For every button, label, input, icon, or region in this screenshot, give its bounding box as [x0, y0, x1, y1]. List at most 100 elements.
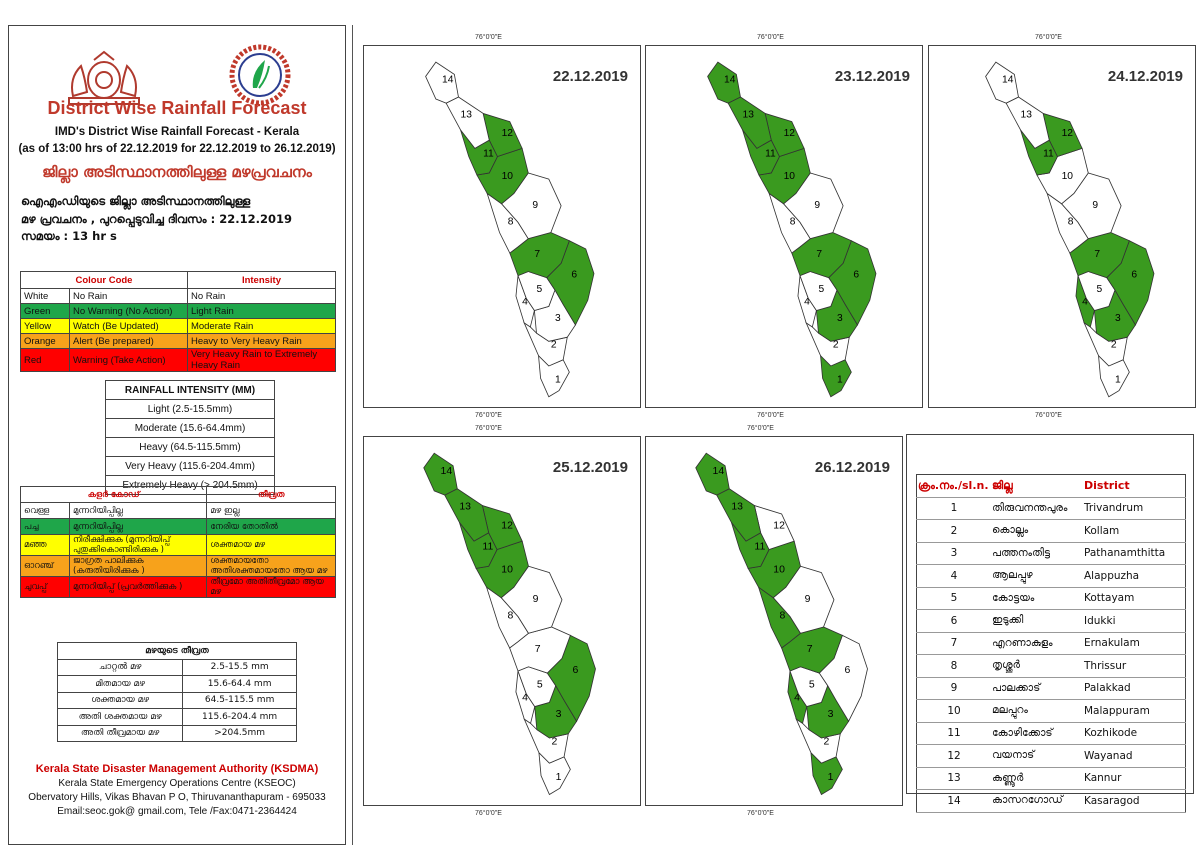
- district-mal-name: പാലക്കാട്: [991, 677, 1083, 700]
- district-row: 3 പത്തനംതിട്ട Pathanamthitta: [916, 542, 1186, 565]
- malayalam-info-line: ഐഎംഡിയുടെ ജില്ലാ അടിസ്ഥാനത്തിലുള്ള: [21, 194, 251, 208]
- district-label: 9: [805, 594, 811, 605]
- map-date: 23.12.2019: [834, 68, 910, 85]
- org-contact: Email:seoc.gok@ gmail.com, Tele /Fax:047…: [57, 806, 297, 817]
- district-label: 14: [442, 75, 454, 86]
- district-label: 6: [1131, 270, 1137, 281]
- intensity-range: Light (2.5-15.5mm): [105, 399, 275, 419]
- district-number: 1: [916, 497, 991, 520]
- malayalam-title: ജില്ലാ അടിസ്ഥാനത്തിലുള്ള മഴപ്രവചനം: [42, 163, 312, 181]
- district-mal-name: കണ്ണൂർ: [991, 767, 1083, 790]
- district-number: 5: [916, 587, 991, 610]
- district-label: 7: [535, 644, 541, 655]
- district-label: 13: [461, 110, 473, 121]
- colour-action: Alert (Be prepared): [69, 333, 188, 349]
- mal-colour-action: മുന്നറിയിപ്പ് (പ്രവർത്തിക്കുക ): [68, 576, 208, 598]
- district-label: 11: [765, 149, 776, 160]
- colour-code-row: Yellow Watch (Be Updated) Moderate Rain: [20, 318, 337, 334]
- district-label: 10: [502, 171, 514, 182]
- map-date: 25.12.2019: [552, 459, 628, 476]
- rainfall-intensity-table: RAINFALL INTENSITY (MM) Light (2.5-15.5m…: [105, 380, 275, 495]
- malayalam-intensity-table: മഴയുടെ തീവ്രത ചാറ്റൽ മഴ 2.5-15.5 mm മിതമായ…: [56, 642, 297, 742]
- district-mal-name: തൃശ്ശൂർ: [991, 654, 1083, 678]
- mal-colour-intensity: ശക്തമായതോ അതിശക്തമായതോ ആയ മഴ: [206, 555, 336, 577]
- district-label: 3: [556, 709, 562, 720]
- mal-intensity-name: മിതമായ മഴ: [56, 675, 184, 693]
- district-eng-name: Alappuzha: [1083, 564, 1186, 588]
- district-number: 8: [916, 654, 991, 678]
- district-label: 12: [501, 521, 513, 532]
- kerala-emblem-icon: [68, 50, 140, 105]
- mal-colour-intensity: തീവ്രമോ അതിതീവ്രമോ ആയ മഴ: [206, 576, 336, 598]
- colour-code-row: Green No Warning (No Action) Light Rain: [20, 303, 337, 319]
- district-eng-name: Trivandrum: [1083, 497, 1186, 520]
- org-line: Kerala State Emergency Operations Centre…: [58, 778, 296, 789]
- district-label: 6: [853, 270, 859, 281]
- district-label: 2: [833, 339, 839, 350]
- district-label: 3: [1115, 313, 1121, 324]
- mal-intensity-name: അതി തീവ്രമായ മഴ: [56, 724, 184, 742]
- malayalam-info-line: സമയം : 13 hr s: [21, 229, 117, 243]
- district-label: 14: [724, 75, 736, 86]
- mal-intensity-range: 64.5-115.5 mm: [182, 691, 297, 709]
- district-label: 14: [441, 466, 453, 477]
- district-number: 6: [916, 609, 991, 633]
- mal-intensity-header: തീവ്രത: [206, 486, 336, 503]
- district-label: 3: [828, 709, 834, 720]
- district-label: 6: [844, 665, 850, 676]
- district-eng-name: Pathanamthitta: [1083, 542, 1186, 565]
- mal-intensity-row: മിതമായ മഴ 15.6-64.4 mm: [56, 675, 297, 693]
- district-label: 6: [571, 270, 577, 281]
- intensity-range: Very Heavy (115.6-204.4mm): [105, 456, 275, 476]
- mal-colour-name: ഓറഞ്ച്: [20, 555, 70, 577]
- district-label: 9: [1092, 200, 1098, 211]
- longitude-label: 76°0'0"E: [475, 810, 502, 817]
- district-mal-header: ജില്ല: [991, 474, 1083, 498]
- district-label: 11: [482, 542, 493, 553]
- district-eng-name: Thrissur: [1083, 654, 1186, 678]
- district-label: 4: [522, 296, 528, 307]
- district-eng-name: Kottayam: [1083, 587, 1186, 610]
- mal-colour-action: നിരീക്ഷിക്കുക (മുന്നറിയിപ്പ് പുതുക്കികൊണ…: [68, 534, 208, 556]
- mal-intensity-range: >204.5mm: [182, 724, 297, 742]
- district-label: 10: [773, 565, 785, 576]
- district-row: 5 കോട്ടയം Kottayam: [916, 587, 1186, 610]
- district-row: 1 തിരുവനന്തപുരം Trivandrum: [916, 497, 1186, 520]
- district-label: 4: [522, 692, 528, 703]
- district-eng-name: Kannur: [1083, 767, 1186, 790]
- district-label: 2: [1111, 339, 1117, 350]
- intensity-range: Moderate (15.6-64.4mm): [105, 418, 275, 438]
- serial-header: ക്രം.നം./sl.n.: [916, 474, 991, 498]
- district-label: 8: [508, 611, 514, 622]
- district-label: 8: [508, 216, 514, 227]
- district-label: 13: [1021, 110, 1033, 121]
- forecast-map-panel: 24.12.2019 76°0'0"E 76°0'0"E 1 2 3 4 5 6 7 8 9 10 11 1…: [928, 34, 1196, 419]
- district-label: 13: [459, 502, 471, 513]
- district-label: 7: [816, 249, 822, 260]
- colour-intensity: Very Heavy Rain to Extremely Heavy Rain: [186, 348, 337, 372]
- district-label: 13: [743, 110, 755, 121]
- mal-colour-intensity: മഴ ഇല്ല: [206, 502, 336, 519]
- district-mal-name: പത്തനംതിട്ട: [991, 542, 1083, 565]
- district-label: 9: [533, 594, 539, 605]
- district-mal-name: കോട്ടയം: [991, 587, 1083, 610]
- district-label: 1: [828, 772, 834, 783]
- district-label: 2: [551, 339, 557, 350]
- mal-intensity-range: 2.5-15.5 mm: [182, 658, 297, 676]
- mal-colour-intensity: നേരിയ തോതിൽ: [206, 518, 336, 535]
- mal-intensity-row: അതി തീവ്രമായ മഴ >204.5mm: [56, 724, 297, 742]
- mal-colour-code-row: വെള്ള മുന്നറിയിപ്പില്ല മഴ ഇല്ല: [20, 502, 336, 519]
- mal-colour-code-row: പച്ച മുന്നറിയിപ്പില്ല നേരിയ തോതിൽ: [20, 518, 336, 535]
- district-label: 12: [1062, 128, 1074, 139]
- mal-intensity-row: ശക്തമായ മഴ 64.5-115.5 mm: [56, 691, 297, 709]
- longitude-label: 76°0'0"E: [757, 34, 784, 41]
- district-label: 13: [731, 502, 743, 513]
- mal-colour-name: ചുവപ്പ്: [20, 576, 70, 598]
- colour-code-row: White No Rain No Rain: [20, 288, 337, 304]
- district-label: 5: [536, 284, 542, 295]
- longitude-label: 76°0'0"E: [1035, 412, 1062, 419]
- district-label: 1: [1115, 374, 1121, 385]
